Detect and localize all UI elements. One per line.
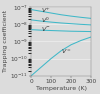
X-axis label: Temperature (K): Temperature (K) <box>36 86 87 91</box>
Text: $\mathit{V^{0}}$: $\mathit{V^{0}}$ <box>41 16 50 25</box>
Text: $\mathit{V^{+}}$: $\mathit{V^{+}}$ <box>41 6 51 15</box>
Text: $\mathit{V^{-}}$: $\mathit{V^{-}}$ <box>41 25 51 33</box>
Text: $\mathit{V^{=}}$: $\mathit{V^{=}}$ <box>61 48 72 56</box>
Y-axis label: Trapping coefficient: Trapping coefficient <box>4 10 8 72</box>
